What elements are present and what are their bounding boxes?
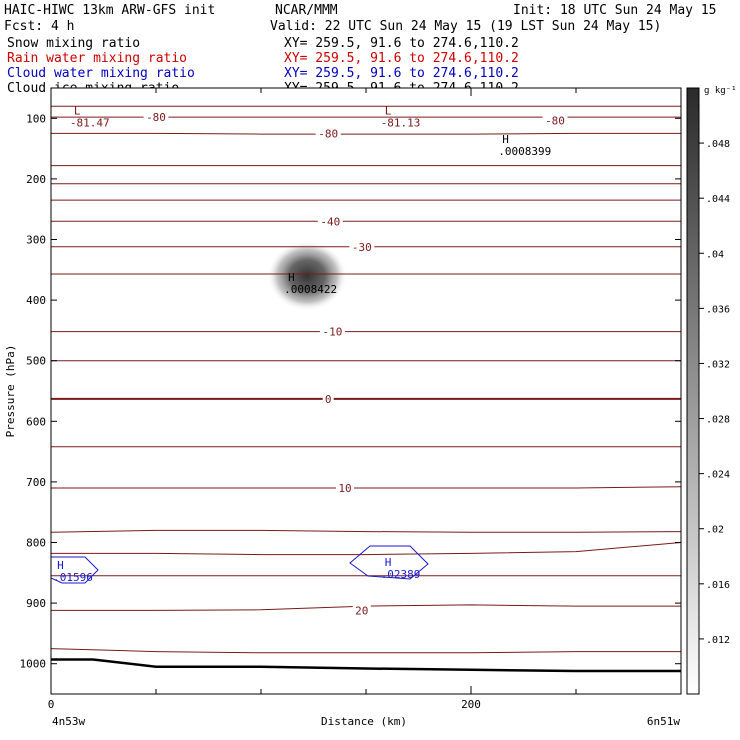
temperature-contour — [51, 486, 681, 489]
cloud-water-contours — [51, 545, 429, 584]
temperature-contour — [51, 529, 681, 533]
colorbar-tick-label: .048 — [706, 139, 730, 150]
extremum-value: .02389 — [381, 568, 421, 581]
header-init: Init: 18 UTC Sun 24 May 15 — [513, 3, 717, 18]
colorbar-units: g kg⁻¹ — [704, 86, 737, 96]
y-tick-label: 900 — [26, 597, 46, 610]
extremum-value: .0008422 — [284, 283, 337, 296]
contour-label: -30 — [352, 241, 372, 254]
colorbar-tick-label: .044 — [706, 194, 730, 205]
contour-label-bg — [542, 114, 568, 127]
colorbar-tick-label: .024 — [706, 470, 730, 481]
colorbar-tick-label: .032 — [706, 359, 730, 370]
contour-label: 10 — [338, 482, 351, 495]
contour-label-bg — [349, 240, 375, 253]
temperature-contour — [51, 648, 681, 654]
y-tick-label: 600 — [26, 415, 46, 428]
field-snow-label: Snow mixing ratio — [7, 36, 140, 51]
extremum-mark: H — [385, 556, 392, 569]
header-fcst: Fcst: 4 h — [4, 19, 74, 34]
colorbar-tick-label: .012 — [706, 635, 730, 646]
plot-area — [51, 88, 681, 694]
cloud-water-contour-center — [349, 545, 429, 580]
y-axis-label: Pressure (hPa) — [4, 345, 17, 438]
extrema-markers: L-81.47L-81.13H.0008399H.0008422H.01596H… — [53, 104, 551, 584]
x-endpoint-left: 4n53w — [52, 715, 85, 728]
colorbar — [686, 87, 700, 695]
extremum-value: -81.47 — [70, 116, 110, 129]
y-tick-label: 300 — [26, 234, 46, 247]
colorbar-tick-label: .016 — [706, 580, 730, 591]
x-tick-label: 200 — [461, 698, 481, 711]
extremum-value: -81.13 — [381, 116, 421, 129]
y-tick-label: 700 — [26, 476, 46, 489]
field-snow-xy: XY= 259.5, 91.6 to 274.6,110.2 — [284, 36, 519, 51]
header-valid: Valid: 22 UTC Sun 24 May 15 (19 LST Sun … — [270, 19, 661, 34]
y-tick-label: 200 — [26, 173, 46, 186]
contour-label: -80 — [146, 111, 166, 124]
extremum-mark: H — [502, 133, 509, 146]
extremum-mark: H — [288, 271, 295, 284]
contour-labels: -80 -80 -80 -40 -30 -10 0 10 20 — [143, 111, 568, 617]
extremum-mark: H — [57, 559, 64, 572]
x-axis: 0 200 — [48, 88, 682, 711]
contour-label-bg — [352, 604, 371, 617]
cloud-water-contour-left — [51, 556, 99, 584]
extremum-mark: L — [385, 104, 392, 117]
x-tick-label: 0 — [48, 698, 55, 711]
field-rain-label: Rain water mixing ratio — [7, 51, 187, 66]
terrain-line — [51, 658, 681, 673]
colorbar-tick-label: .036 — [706, 304, 730, 315]
contour-label-bg — [317, 215, 343, 228]
contour-label-bg — [322, 392, 334, 405]
contour-label: -10 — [322, 326, 342, 339]
snow-mixing-ratio-maximum — [267, 240, 348, 311]
extremum-value: .0008399 — [498, 145, 551, 158]
x-axis-label: Distance (km) — [321, 715, 407, 728]
contour-label: -80 — [318, 127, 338, 140]
y-tick-label: 100 — [26, 112, 46, 125]
temperature-contour — [51, 542, 681, 556]
contour-label: 0 — [325, 393, 332, 406]
y-tick-label: 500 — [26, 355, 46, 368]
contour-label-bg — [336, 481, 354, 494]
colorbar-ticks: .048 .044 .04 .036 .032 .028 .024 .02 .016 .012 — [699, 139, 730, 646]
x-endpoint-right: 6n51w — [647, 715, 680, 728]
contour-label-bg — [143, 111, 169, 124]
colorbar-tick-label: .04 — [706, 249, 724, 260]
contour-label: 20 — [355, 604, 368, 617]
field-cloudwater-label: Cloud water mixing ratio — [7, 66, 195, 81]
extremum-mark: L — [74, 104, 81, 117]
header-center: NCAR/MMM — [275, 3, 338, 18]
contour-label: -40 — [320, 215, 340, 228]
y-tick-label: 1000 — [20, 658, 47, 671]
header-model: HAIC-HIWC 13km ARW-GFS init — [4, 3, 215, 18]
field-rain-xy: XY= 259.5, 91.6 to 274.6,110.2 — [284, 51, 519, 66]
field-cloudwater-xy: XY= 259.5, 91.6 to 274.6,110.2 — [284, 66, 519, 81]
colorbar-tick-label: .02 — [706, 525, 724, 536]
contour-label: -80 — [545, 115, 565, 128]
colorbar-tick-label: .028 — [706, 415, 730, 426]
extremum-value: .01596 — [53, 571, 93, 584]
temperature-contour — [51, 132, 681, 135]
y-tick-label: 400 — [26, 294, 46, 307]
y-tick-label: 800 — [26, 537, 46, 550]
contour-label-bg — [315, 127, 341, 140]
contour-label-bg — [319, 325, 345, 338]
